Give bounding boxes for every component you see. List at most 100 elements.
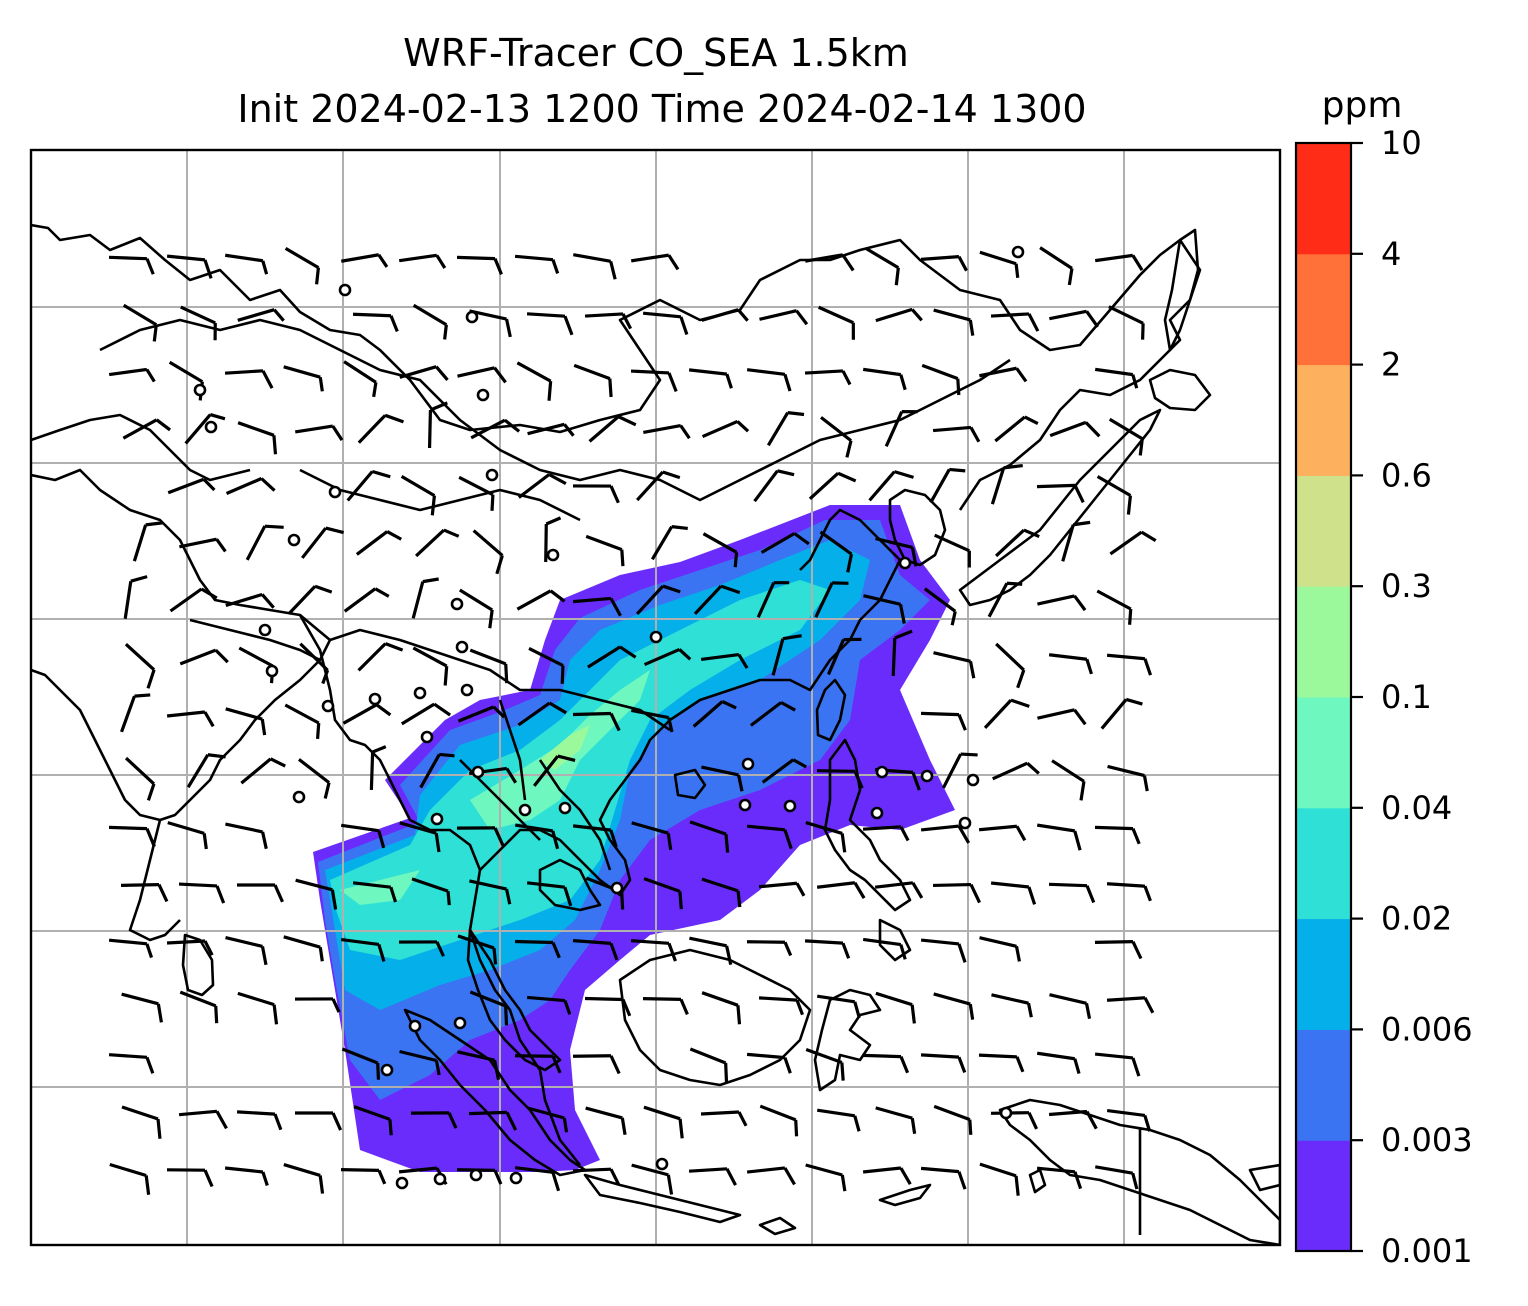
wind-barb — [650, 525, 688, 561]
colorbar-swatch-5 — [1296, 586, 1351, 698]
wind-barb — [868, 470, 914, 502]
calm-wind-marker — [395, 1176, 409, 1190]
wind-barb — [457, 1050, 501, 1081]
wind-barb — [990, 312, 1040, 332]
wind-barb — [341, 253, 389, 268]
map-panel — [31, 150, 1280, 1245]
wind-barb — [816, 769, 864, 789]
calm-wind-marker — [898, 556, 912, 570]
calm-wind-marker — [453, 1016, 467, 1030]
wind-barb — [992, 761, 1040, 781]
wind-barb — [411, 877, 451, 906]
wind-barb — [688, 1167, 737, 1186]
calm-wind-marker — [920, 769, 934, 783]
wind-barb — [1100, 697, 1143, 730]
wind-barb — [179, 537, 227, 553]
wind-barb — [991, 993, 1033, 1018]
wind-barb — [979, 250, 1020, 278]
wind-barb — [805, 821, 847, 853]
wind-barb — [761, 758, 807, 784]
wind-barb — [225, 592, 275, 609]
wind-barb — [343, 360, 378, 398]
wind-barb — [746, 940, 793, 957]
wind-barb — [121, 992, 163, 1023]
wind-barb — [746, 1166, 796, 1186]
wind-barb — [689, 1047, 729, 1083]
wind-barb — [1061, 520, 1091, 562]
wind-barb — [412, 303, 448, 340]
wind-barb — [166, 254, 213, 279]
wind-barb — [805, 1163, 847, 1192]
wind-barb — [995, 642, 1026, 689]
wind-barb — [457, 705, 506, 723]
wind-barb — [343, 587, 390, 613]
wind-barb — [166, 939, 214, 956]
wind-barb — [352, 881, 398, 903]
wind-barb — [759, 309, 809, 326]
coastline-korea — [888, 488, 947, 567]
wind-barb — [236, 1110, 283, 1131]
wind-barb — [341, 1047, 381, 1080]
wind-barb — [643, 424, 691, 440]
wind-barb — [224, 253, 269, 275]
wind-barb — [237, 421, 278, 455]
wind-barb — [399, 1049, 441, 1076]
coastline-bay-of-bengal — [298, 614, 582, 1166]
wind-barb — [469, 990, 509, 1026]
wind-barb — [862, 1166, 912, 1186]
wind-barb — [284, 247, 320, 285]
wind-barb — [369, 745, 387, 791]
wind-barb — [132, 521, 164, 562]
wind-barb — [933, 308, 975, 336]
wind-barb — [1096, 589, 1133, 625]
wind-barb — [572, 596, 622, 617]
wind-barb — [749, 701, 796, 727]
wind-barb — [862, 825, 910, 842]
wind-barb — [1048, 882, 1096, 904]
wind-barb — [399, 821, 441, 853]
wind-barb — [572, 1167, 621, 1186]
wind-barb — [1106, 882, 1152, 902]
wind-barb — [526, 312, 574, 336]
colorbar-tick-label-0: 0.001 — [1381, 1232, 1473, 1270]
title-line-1: WRF-Tracer CO_SEA 1.5km — [403, 31, 909, 75]
wind-barb — [875, 991, 916, 1024]
colorbar-swatch-0 — [1296, 1140, 1351, 1252]
wind-barb — [753, 469, 795, 503]
coastline-indochina — [479, 508, 902, 897]
calm-wind-marker — [875, 765, 889, 779]
wind-barb — [1036, 483, 1085, 504]
wind-barb — [352, 312, 399, 333]
wind-barb — [921, 363, 961, 396]
wind-barb — [933, 651, 976, 679]
calm-wind-marker — [430, 812, 444, 826]
wind-barb — [978, 1053, 1025, 1073]
wind-barb — [689, 936, 733, 966]
coastline-borneo — [618, 948, 812, 1087]
calm-wind-marker — [783, 799, 797, 813]
wind-barb — [1037, 594, 1087, 612]
colorbar-swatch-1 — [1296, 1029, 1351, 1141]
calm-wind-markers — [193, 245, 1025, 1190]
wind-barb — [820, 416, 853, 458]
wind-barb — [875, 1106, 917, 1134]
border-central-asia — [31, 413, 251, 482]
wind-barb — [301, 526, 345, 559]
wind-barb — [585, 1106, 627, 1136]
wind-barb — [863, 594, 906, 624]
calm-wind-marker — [408, 1019, 422, 1033]
wind-barb — [458, 475, 495, 511]
wind-barb — [400, 475, 437, 516]
calm-wind-marker — [741, 757, 755, 771]
wind-barb — [458, 588, 494, 629]
wind-barb — [588, 415, 637, 443]
border-himalaya — [189, 618, 321, 662]
wind-barb — [585, 534, 625, 567]
wind-barb — [124, 643, 156, 689]
colorbar-swatch-8 — [1296, 253, 1351, 366]
wind-barb — [700, 653, 749, 669]
wind-barb — [983, 698, 1030, 729]
wind-barb — [120, 883, 169, 903]
wind-barb — [826, 637, 862, 676]
